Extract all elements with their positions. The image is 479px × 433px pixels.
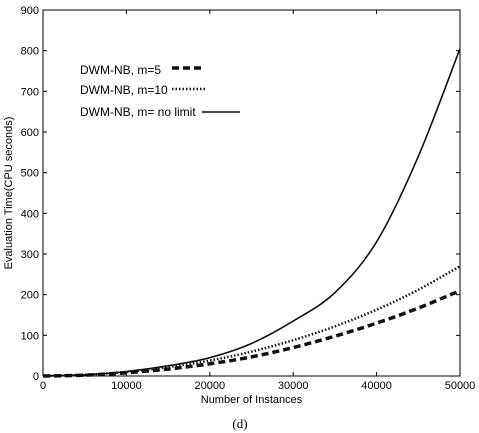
- y-tick-label: 700: [21, 86, 39, 98]
- x-tick-label: 10000: [111, 380, 142, 392]
- y-tick-label: 300: [21, 249, 39, 261]
- x-axis-title: Number of Instances: [201, 394, 303, 406]
- plot-frame: [42, 9, 461, 377]
- legend-label-3: DWM-NB, m= no limit: [80, 105, 196, 119]
- series-layer: [42, 48, 461, 378]
- x-tick-label: 0: [40, 380, 46, 392]
- y-tick-label: 100: [21, 330, 39, 342]
- y-tick-label: 0: [33, 371, 39, 383]
- legend: DWM-NB, m=5 DWM-NB, m=10 DWM-NB, m= no lim…: [80, 63, 240, 119]
- y-tick-label: 500: [21, 168, 39, 180]
- x-tick-label: 30000: [278, 380, 309, 392]
- y-tick-label: 900: [21, 5, 39, 17]
- x-tick-label: 40000: [361, 380, 392, 392]
- figure-caption: (d): [232, 416, 247, 431]
- y-tick-label: 200: [21, 290, 39, 302]
- series-line-2: [42, 265, 461, 378]
- axis-ticks: 0 10000 20000 30000 40000 50000 0 100 200 300 400 5…: [21, 5, 476, 392]
- x-tick-label: 20000: [195, 380, 226, 392]
- y-tick-label: 400: [21, 208, 39, 220]
- y-axis-title: Evaluation Time(CPU seconds): [3, 117, 15, 270]
- legend-label-1: DWM-NB, m=5: [80, 63, 161, 77]
- legend-label-2: DWM-NB, m=10: [80, 83, 168, 97]
- series-line-3: [42, 48, 461, 377]
- x-tick-label: 50000: [445, 380, 476, 392]
- y-tick-label: 800: [21, 46, 39, 58]
- y-tick-label: 600: [21, 127, 39, 139]
- series-line-1: [42, 288, 461, 378]
